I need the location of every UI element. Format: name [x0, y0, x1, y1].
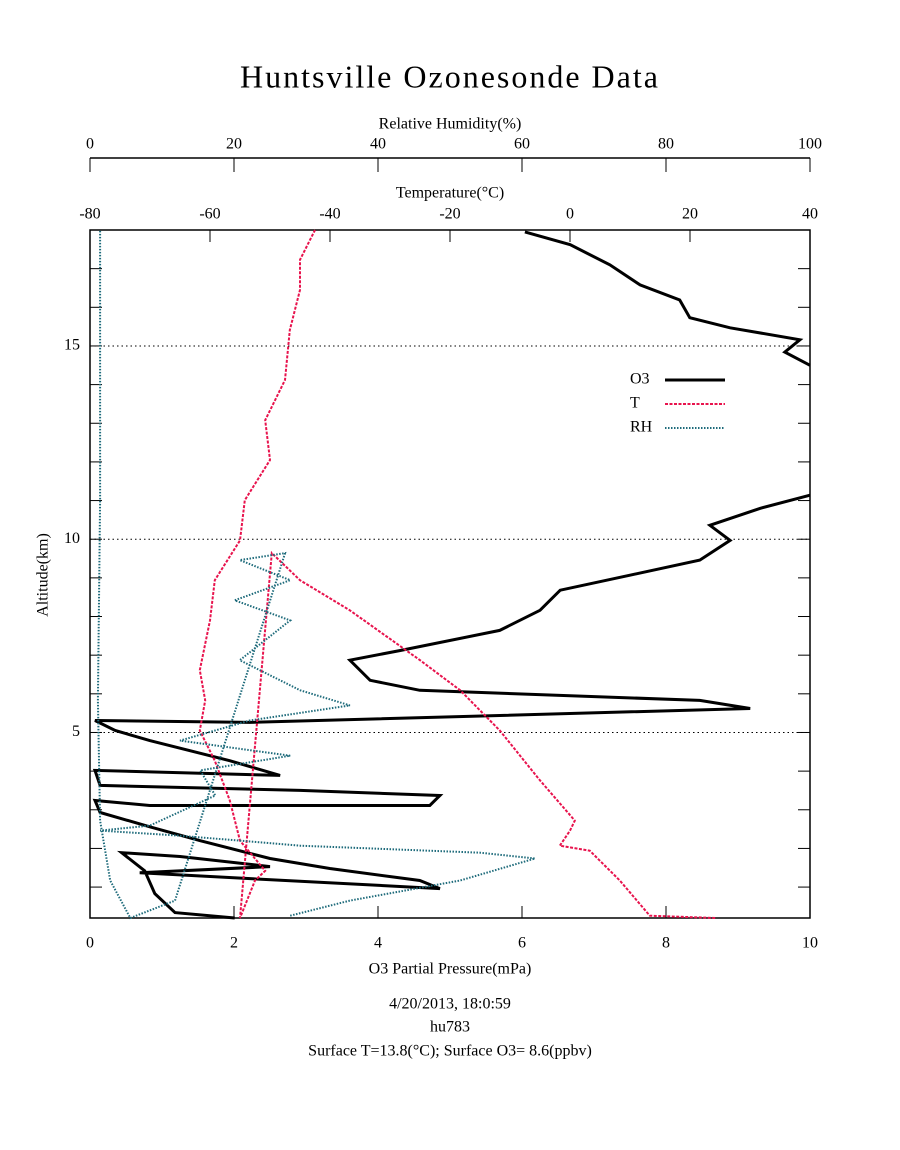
x3-tick-label: 0 [86, 136, 94, 153]
x2-tick-label: -60 [199, 206, 220, 223]
x2-tick-label: -80 [79, 206, 100, 223]
chart-title: Huntsville Ozonesonde Data [240, 58, 660, 94]
x-tick-label: 8 [662, 935, 670, 952]
profile-line [92, 230, 811, 920]
legend-label: RH [630, 419, 653, 436]
profile-line [96, 230, 536, 920]
x-tick-label: 0 [86, 935, 94, 952]
x3-tick-label: 20 [226, 136, 242, 153]
plot-frame [89, 229, 811, 919]
x-tick-label: 6 [518, 935, 526, 952]
x3-tick-label: 40 [370, 136, 386, 153]
legend-label: O3 [630, 371, 650, 388]
footer-line: hu783 [430, 1019, 470, 1036]
y-axis-label: Altitude(km) [35, 533, 52, 617]
footer-line: 4/20/2013, 18:0:59 [389, 996, 511, 1013]
x-tick-label: 10 [802, 935, 818, 952]
rh-axis-label: Relative Humidity(%) [379, 116, 522, 133]
x2-tick-label: 0 [566, 206, 574, 223]
x2-tick-label: 40 [802, 206, 818, 223]
temperature-axis-label: Temperature(°C) [396, 185, 504, 202]
footer-line: Surface T=13.8(°C); Surface O3= 8.6(ppbv… [308, 1043, 592, 1060]
x3-tick-label: 60 [514, 136, 530, 153]
x2-tick-label: -20 [439, 206, 460, 223]
profile-line [198, 229, 716, 919]
y-tick-label: 15 [64, 337, 80, 354]
x-tick-label: 4 [374, 935, 382, 952]
y-tick-label: 5 [72, 723, 80, 740]
y-tick-label: 10 [64, 530, 80, 547]
o3-axis-label: O3 Partial Pressure(mPa) [369, 961, 532, 978]
x-tick-label: 2 [230, 935, 238, 952]
x3-tick-label: 100 [798, 136, 822, 153]
x2-tick-label: -40 [319, 206, 340, 223]
x2-tick-label: 20 [682, 206, 698, 223]
legend-label: T [630, 395, 640, 412]
x3-tick-label: 80 [658, 136, 674, 153]
